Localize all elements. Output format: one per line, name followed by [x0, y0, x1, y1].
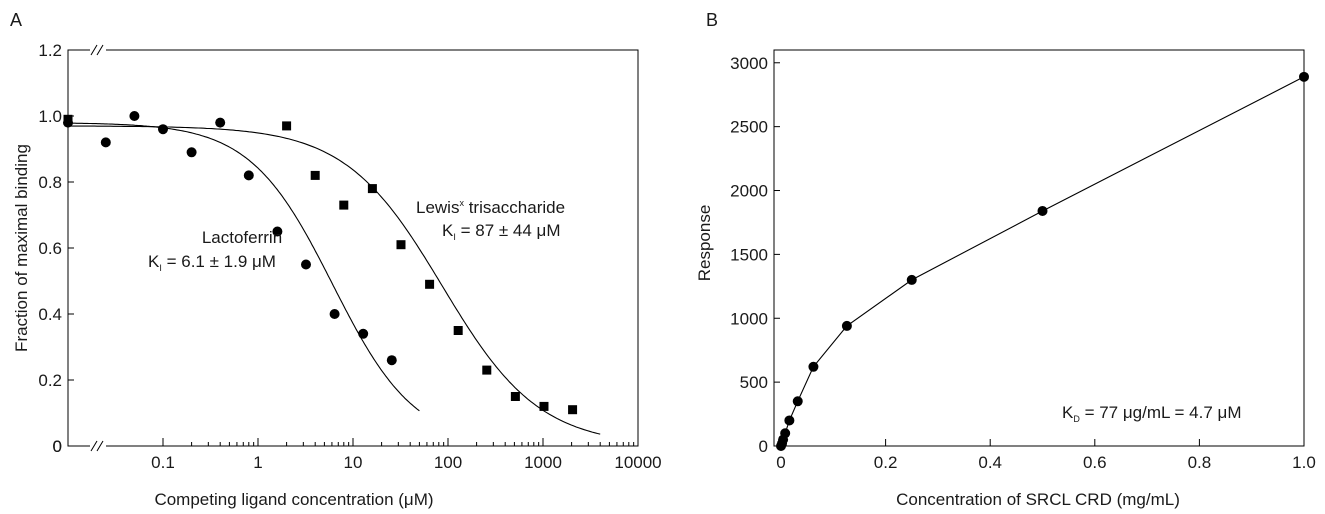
a-point-square	[310, 170, 320, 180]
a-point-circle	[158, 124, 168, 135]
a-fit-curve-lewisx	[67, 125, 601, 435]
a-point-circle	[215, 117, 226, 128]
b-x-tick-label: 0.6	[1083, 453, 1107, 472]
annotation-lactoferrin-name: Lactoferrin	[202, 228, 282, 247]
panel-a-plot-frame	[67, 49, 639, 447]
a-point-circle	[129, 111, 140, 121]
panel-b-x-ticks: 0 0.2 0.4 0.6 0.8 1.0	[776, 439, 1316, 472]
kd-subscript: D	[1073, 414, 1080, 424]
ki-subscript: I	[453, 232, 456, 242]
kd-symbol: K	[1062, 403, 1074, 422]
panel-b: B 0 500 1000 1500 2000 2500 3000 0 0.2 0.4 0.6 0.8…	[695, 10, 1316, 509]
annotation-kd: KD = 77 μg/mL = 4.7 μM	[1062, 403, 1242, 424]
a-point-square	[510, 392, 520, 401]
a-y-tick-label: 1.2	[38, 41, 62, 60]
a-x-tick-label: 100	[434, 453, 462, 472]
a-point-circle	[300, 259, 311, 270]
b-point	[792, 396, 803, 407]
panel-a-y-ticks: 0 0.2 0.4 0.6 0.8 1.0 1.2	[38, 41, 74, 456]
b-point	[1037, 205, 1048, 216]
panel-b-y-axis-title: Response	[695, 205, 714, 282]
a-y-tick-label: 0	[53, 437, 62, 456]
b-y-tick-label: 2500	[730, 118, 768, 137]
a-x-tick-label: 0.1	[151, 453, 175, 472]
ki-value: = 6.1 ± 1.9 μM	[162, 252, 276, 271]
a-x-tick-label: 10	[344, 453, 363, 472]
b-point	[1299, 71, 1309, 82]
panel-b-points	[776, 71, 1309, 451]
lewis-main: Lewis	[416, 198, 459, 217]
a-y-tick-label: 0.4	[38, 305, 62, 324]
panel-b-y-ticks: 0 500 1000 1500 2000 2500 3000	[730, 54, 780, 456]
annotation-lewisx-ki: KI = 87 ± 44 μM	[442, 221, 561, 242]
ki-symbol: K	[148, 252, 160, 271]
a-y-tick-label: 0.8	[38, 173, 62, 192]
a-point-circle	[386, 355, 397, 366]
a-point-circle	[272, 226, 283, 237]
a-point-circle	[100, 137, 111, 148]
a-point-square	[339, 200, 349, 210]
a-point-square	[282, 121, 292, 131]
b-point	[808, 361, 819, 372]
a-x-tick-label: 10000	[614, 453, 661, 472]
b-x-tick-label: 0.8	[1188, 453, 1212, 472]
panel-a-axis-break-top	[90, 44, 106, 56]
a-y-tick-label: 0.2	[38, 371, 62, 390]
a-point-square	[568, 405, 578, 415]
b-x-tick-label: 1.0	[1292, 453, 1316, 472]
b-y-tick-label: 3000	[730, 54, 768, 73]
lewis-rest: trisaccharide	[464, 198, 565, 217]
ki-subscript: I	[159, 263, 162, 273]
panel-b-plot-frame	[773, 49, 1305, 447]
a-point-square	[396, 240, 406, 250]
ki-symbol: K	[442, 221, 454, 240]
b-x-tick-label: 0	[776, 453, 785, 472]
b-point	[906, 274, 917, 285]
b-y-tick-label: 2000	[730, 182, 768, 201]
b-point	[841, 320, 852, 331]
panel-a-x-ticks: 0.1 1 10 100 1000 10000 0	[53, 437, 662, 472]
a-point-square	[453, 326, 463, 335]
b-fit-curve	[780, 76, 1305, 447]
annotation-lactoferrin-ki: KI = 6.1 ± 1.9 μM	[148, 252, 276, 273]
kd-value: = 77 μg/mL = 4.7 μM	[1080, 403, 1242, 422]
b-x-tick-label: 0.2	[874, 453, 898, 472]
panel-a-letter: A	[10, 10, 22, 30]
b-y-tick-label: 500	[740, 373, 768, 392]
a-point-square	[539, 401, 549, 411]
panel-a-points	[63, 111, 578, 415]
annotation-lewisx-name: Lewisx trisaccharide	[416, 198, 565, 217]
panel-b-x-axis-title: Concentration of SRCL CRD (mg/mL)	[896, 490, 1180, 509]
lewis-superscript: x	[459, 198, 464, 208]
b-y-tick-label: 1500	[730, 245, 768, 264]
a-point-square	[482, 365, 492, 375]
panel-a-axis-break-bottom	[90, 440, 106, 452]
a-point-square	[63, 114, 73, 124]
a-y-tick-label: 0.6	[38, 239, 62, 258]
a-y-tick-label: 1.0	[38, 107, 62, 126]
panel-b-fit-curve	[780, 76, 1305, 447]
a-x-tick-label: 1	[253, 453, 262, 472]
b-point	[780, 428, 791, 439]
a-x-zero-label: 0	[53, 437, 62, 456]
a-x-tick-label: 1000	[524, 453, 562, 472]
panel-a-fit-curves	[67, 122, 601, 435]
a-point-circle	[358, 328, 369, 339]
panel-a-x-axis-title: Competing ligand concentration (μM)	[154, 490, 433, 509]
b-y-tick-label: 0	[759, 437, 768, 456]
a-point-circle	[186, 147, 197, 158]
panel-a: A 0 0.2 0.4 0.6 0.8 1.0 1.2 0.1 1 10 100 1000 10000…	[10, 10, 662, 509]
ki-value: = 87 ± 44 μM	[456, 221, 561, 240]
a-point-square	[425, 279, 435, 289]
b-x-tick-label: 0.4	[978, 453, 1002, 472]
panel-a-y-axis-title: Fraction of maximal binding	[12, 144, 31, 352]
b-y-tick-label: 1000	[730, 309, 768, 328]
a-point-square	[367, 184, 377, 194]
a-point-circle	[329, 309, 340, 319]
a-point-circle	[243, 170, 254, 181]
b-point	[784, 415, 795, 426]
panel-b-letter: B	[706, 10, 718, 30]
